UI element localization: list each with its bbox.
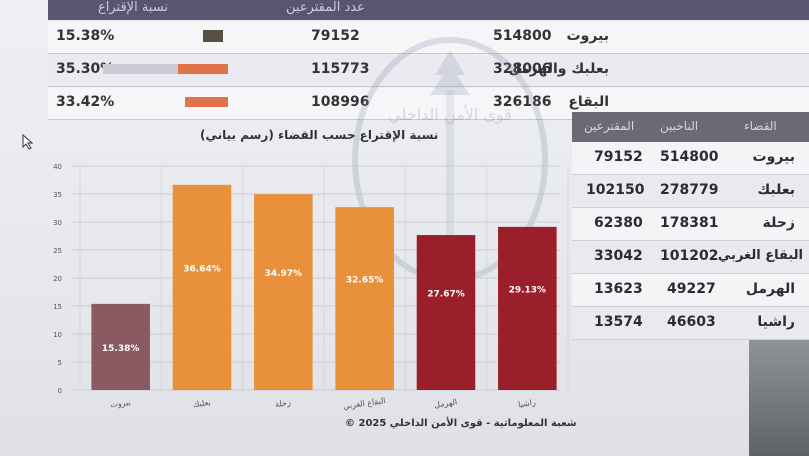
bar xyxy=(254,194,313,390)
x-tick-label: الهرمل xyxy=(434,397,458,409)
cell-district: البقاع الغربي xyxy=(717,248,803,263)
y-tick-label: 10 xyxy=(53,331,62,339)
cell-votes: 13623 xyxy=(594,281,643,297)
y-tick-label: 0 xyxy=(58,387,62,395)
y-tick-label: 5 xyxy=(58,359,62,367)
y-tick-label: 40 xyxy=(53,163,62,171)
table-row: 13623 49227 الهرمل xyxy=(572,274,809,307)
table-row: 35.30% 115773 328006 بعلبك والهرمل xyxy=(48,55,809,87)
data-label: 36.64% xyxy=(183,264,221,274)
table-row: 33.42% 108996 326186 البقاع xyxy=(48,88,809,120)
header-district: القضاء xyxy=(744,119,777,133)
cell-district: بيروت xyxy=(752,149,795,165)
watermark-text: قوى الأمن الداخلي xyxy=(388,104,512,125)
x-tick-label: البقاع الغربي xyxy=(343,396,387,411)
row-district: بعلبك والهرمل xyxy=(508,61,609,77)
row-pct: 35.30% xyxy=(56,61,115,77)
row-votes: 108996 xyxy=(311,94,370,110)
header-votes: المقترعين xyxy=(584,119,635,133)
data-label: 29.13% xyxy=(509,285,547,295)
cell-voters: 101202 xyxy=(660,248,719,264)
bar-chart: 0 5 10 15 20 25 30 35 40 15.38% بيروت 36.64% بعلبك 34… xyxy=(53,163,569,411)
x-tick-label: راشيا xyxy=(518,398,537,409)
table-row: 79152 514800 بيروت xyxy=(572,142,809,175)
x-tick-label: بيروت xyxy=(110,398,132,410)
data-label: 27.67% xyxy=(427,290,465,300)
data-label: 34.97% xyxy=(265,269,303,279)
bar xyxy=(91,303,150,390)
progress-bar xyxy=(185,97,228,107)
y-tick-label: 20 xyxy=(53,275,62,283)
cell-votes: 13574 xyxy=(594,314,643,330)
summary-table-header: نسبة الإقتراع عدد المقترعين xyxy=(48,0,809,20)
row-votes: 79152 xyxy=(311,28,360,44)
cell-voters: 46603 xyxy=(667,314,716,330)
cell-voters: 178381 xyxy=(660,215,719,231)
y-tick-label: 25 xyxy=(53,247,62,255)
cell-voters: 514800 xyxy=(660,149,719,165)
row-voters: 326186 xyxy=(493,94,552,110)
table-row: 102150 278779 بعلبك xyxy=(572,175,809,208)
bar xyxy=(172,184,232,390)
table-row: 13574 46603 راشيا xyxy=(572,307,809,340)
cell-district: راشيا xyxy=(757,314,795,330)
table-row: 15.38% 79152 514800 بيروت xyxy=(48,22,809,54)
row-district: بيروت xyxy=(566,28,609,44)
row-district: البقاع xyxy=(568,94,609,110)
district-table: المقترعين الناخبين القضاء 79152 514800 ب… xyxy=(572,112,809,340)
table-row: 62380 178381 زحلة xyxy=(572,208,809,241)
summary-table: نسبة الإقتراع عدد المقترعين 15.38% 79152… xyxy=(48,0,809,120)
mouse-cursor-icon xyxy=(22,134,34,150)
x-tick-label: بعلبك xyxy=(192,398,211,409)
cell-district: زحلة xyxy=(762,215,795,231)
color-swatch xyxy=(203,30,223,42)
chart-title: نسبة الإقتراع حسب القضاء (رسم بياني) xyxy=(200,128,439,142)
header-pct: نسبة الإقتراع xyxy=(98,0,168,15)
header-voters: الناخبين xyxy=(660,119,699,133)
row-votes: 115773 xyxy=(311,61,370,77)
cell-district: الهرمل xyxy=(745,281,795,297)
row-voters: 514800 xyxy=(493,28,552,44)
cell-votes: 33042 xyxy=(594,248,643,264)
y-tick-label: 35 xyxy=(53,191,62,199)
district-table-header: المقترعين الناخبين القضاء xyxy=(572,112,809,142)
header-votes: عدد المقترعين xyxy=(286,0,365,15)
bar xyxy=(335,207,394,390)
cell-votes: 102150 xyxy=(586,182,645,198)
y-tick-label: 15 xyxy=(53,303,62,311)
cell-votes: 62380 xyxy=(594,215,643,231)
cell-voters: 49227 xyxy=(667,281,716,297)
row-pct: 33.42% xyxy=(56,94,115,110)
data-label: 32.65% xyxy=(346,276,384,286)
cell-district: بعلبك xyxy=(757,182,795,198)
bar xyxy=(416,235,476,390)
footer-credit: © شعبة المعلوماتية - قوى الأمن الداخلي 2… xyxy=(345,418,577,429)
row-pct: 15.38% xyxy=(56,28,115,44)
table-row: 33042 101202 البقاع الغربي xyxy=(572,241,809,274)
district-table-body: 79152 514800 بيروت 102150 278779 بعلبك 6… xyxy=(572,142,809,340)
progress-bar xyxy=(103,64,228,74)
x-tick-label: زحلة xyxy=(275,398,292,409)
cell-voters: 278779 xyxy=(660,182,719,198)
row-voters: 328006 xyxy=(493,61,552,77)
data-label: 15.38% xyxy=(102,344,139,354)
y-tick-label: 30 xyxy=(53,219,62,227)
cell-votes: 79152 xyxy=(594,149,643,165)
bar xyxy=(498,226,557,390)
